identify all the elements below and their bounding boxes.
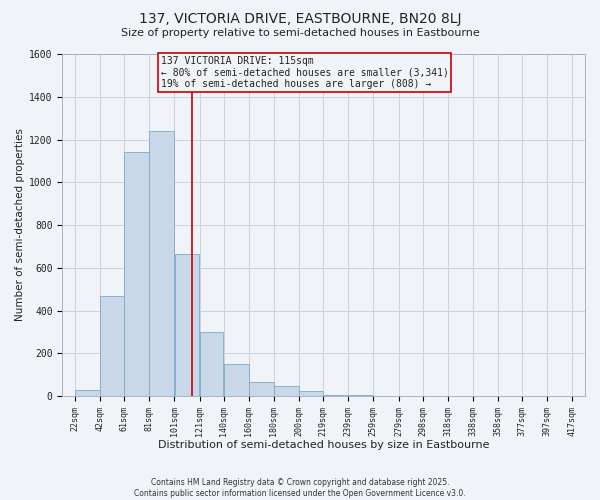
Bar xyxy=(274,386,299,396)
Text: 137, VICTORIA DRIVE, EASTBOURNE, BN20 8LJ: 137, VICTORIA DRIVE, EASTBOURNE, BN20 8L… xyxy=(139,12,461,26)
Text: Contains HM Land Registry data © Crown copyright and database right 2025.
Contai: Contains HM Land Registry data © Crown c… xyxy=(134,478,466,498)
Bar xyxy=(100,296,124,396)
Bar xyxy=(249,382,274,396)
Bar xyxy=(124,152,149,396)
Bar xyxy=(200,332,223,396)
Text: Size of property relative to semi-detached houses in Eastbourne: Size of property relative to semi-detach… xyxy=(121,28,479,38)
Bar xyxy=(224,364,248,396)
Bar xyxy=(75,390,100,396)
Bar xyxy=(149,131,174,396)
Bar xyxy=(299,391,323,396)
Text: 137 VICTORIA DRIVE: 115sqm
← 80% of semi-detached houses are smaller (3,341)
19%: 137 VICTORIA DRIVE: 115sqm ← 80% of semi… xyxy=(161,56,448,90)
X-axis label: Distribution of semi-detached houses by size in Eastbourne: Distribution of semi-detached houses by … xyxy=(158,440,490,450)
Y-axis label: Number of semi-detached properties: Number of semi-detached properties xyxy=(15,128,25,322)
Bar xyxy=(175,254,199,396)
Bar xyxy=(323,395,348,396)
